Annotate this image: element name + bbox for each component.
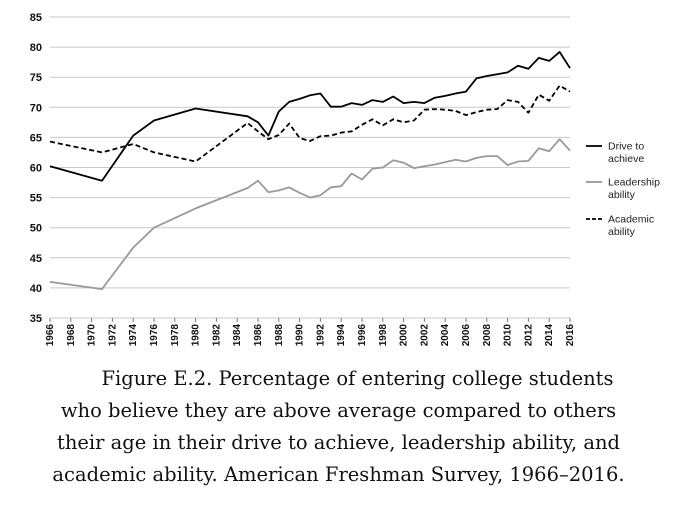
series-lines (49, 51, 571, 291)
y-tick-label: 35 (30, 313, 42, 325)
y-tick-label: 75 (30, 72, 42, 84)
legend-label: Drive to achieve (608, 141, 644, 166)
legend-label: Leadership ability (608, 177, 660, 202)
x-tick-label: 2014 (544, 324, 555, 347)
y-tick-label: 45 (30, 253, 42, 265)
caption-line-4: academic ability. American Freshman Surv… (52, 463, 625, 486)
y-tick-label: 50 (30, 223, 42, 235)
figure-caption: Figure E.2. Percentage of entering colle… (0, 363, 677, 491)
caption-line-2: who believe they are above average compa… (60, 399, 617, 422)
y-tick-label: 40 (30, 283, 42, 295)
series-line-leadership-ability (49, 138, 571, 291)
x-tick-label: 1994 (336, 324, 347, 347)
x-tick-label: 1976 (149, 324, 160, 347)
y-tick-label: 65 (30, 132, 42, 144)
caption-line-1: Figure E.2. Percentage of entering colle… (101, 367, 614, 390)
x-tick-label: 1972 (107, 324, 118, 347)
legend-label: Academic ability (608, 214, 654, 239)
x-tick-label: 1990 (295, 324, 306, 347)
y-tick-label: 70 (30, 102, 42, 114)
x-tick-label: 1984 (232, 324, 243, 347)
y-tick-label: 85 (30, 12, 42, 24)
x-tick-label: 1978 (170, 324, 181, 347)
x-tick-label: 2000 (399, 324, 410, 347)
x-tick-label: 2008 (482, 324, 493, 347)
x-tick-label: 2016 (565, 324, 576, 347)
series-line-drive-to-achieve (49, 51, 571, 182)
x-tick-label: 1986 (253, 324, 264, 347)
gridlines (50, 16, 570, 319)
y-tick-label: 55 (30, 193, 42, 205)
x-tick-label: 2002 (419, 324, 430, 347)
x-tick-label: 1998 (378, 324, 389, 347)
x-tick-label: 1974 (128, 324, 139, 347)
x-tick-label: 1982 (211, 324, 222, 347)
x-axis-tick-labels: 1966 1968 1970 1972 1974 1976 1978 1980 1982 1984… (45, 318, 576, 346)
legend: Drive to achieve Leadership ability Academic… (586, 141, 660, 239)
y-tick-label: 60 (30, 163, 42, 175)
x-tick-label: 1988 (274, 324, 285, 347)
x-tick-label: 2012 (523, 324, 534, 347)
x-tick-label: 1992 (315, 324, 326, 347)
y-tick-label: 80 (30, 42, 42, 54)
x-tick-label: 1996 (357, 324, 368, 347)
x-tick-label: 1966 (45, 324, 56, 347)
x-tick-label: 2006 (461, 324, 472, 347)
x-tick-label: 2004 (440, 324, 451, 347)
x-tick-label: 2010 (503, 324, 514, 347)
x-tick-label: 1980 (191, 324, 202, 347)
series-line-academic-ability (49, 84, 571, 163)
y-axis-tick-labels: 35 40 45 50 55 60 65 70 75 80 85 (30, 12, 42, 325)
x-tick-label: 1970 (87, 324, 98, 347)
x-tick-label: 1968 (66, 324, 77, 347)
caption-line-3: their age in their drive to achieve, lea… (56, 431, 620, 454)
